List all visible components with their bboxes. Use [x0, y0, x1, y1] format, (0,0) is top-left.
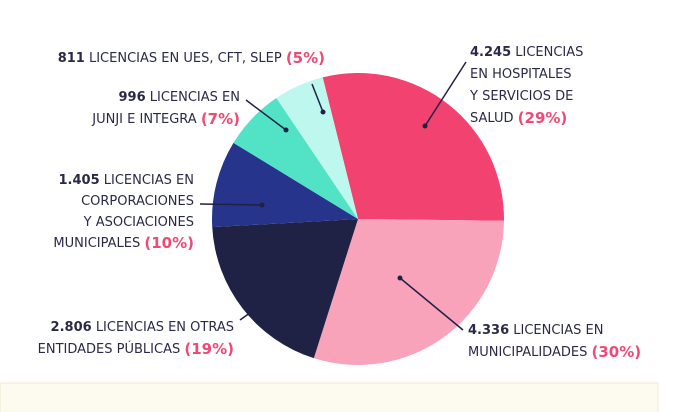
label-line: LICENCIAS EN: [513, 323, 603, 338]
label-line: LICENCIAS EN OTRAS: [96, 320, 234, 335]
slice-label: JUNJI E INTEGRA (7%): [91, 110, 240, 128]
percent-label: (30%): [591, 343, 641, 361]
slice-label: 811 LICENCIAS EN UES, CFT, SLEP (5%): [58, 49, 325, 67]
pie-slice: [212, 219, 358, 359]
leader-line: [199, 203, 263, 206]
leader-line: [245, 99, 287, 131]
slice-label: CORPORACIONES: [81, 194, 194, 209]
label-line: MUNICIPALES: [53, 236, 140, 251]
slice-label: ENTIDADES PÚBLICAS (19%): [38, 340, 234, 358]
count-label: 4.336: [468, 323, 509, 338]
leader-dot: [283, 127, 289, 133]
label-line: LICENCIAS EN UES, CFT, SLEP: [89, 51, 282, 66]
percent-label: (19%): [184, 340, 234, 358]
leader-dot: [259, 202, 265, 208]
leader-dot: [422, 123, 428, 129]
percent-label: (29%): [518, 109, 568, 127]
count-label: 2.806: [51, 320, 92, 335]
slice-label: MUNICIPALIDADES (30%): [468, 343, 641, 361]
slice-label: 1.405 LICENCIAS EN: [59, 173, 195, 188]
leader-dot: [279, 287, 285, 293]
slice-label: 4.245 LICENCIAS: [470, 45, 583, 60]
percent-label: (7%): [201, 110, 240, 128]
leader-line: [311, 83, 324, 113]
pie-slice: [313, 219, 504, 365]
count-label: 996: [118, 90, 145, 105]
percent-label: (10%): [144, 234, 194, 252]
count-label: 1.405: [59, 173, 100, 188]
label-line: SALUD: [470, 111, 514, 126]
label-line: LICENCIAS: [515, 45, 583, 60]
slice-label: 2.806 LICENCIAS EN OTRAS: [51, 320, 234, 335]
label-line: CORPORACIONES: [81, 194, 194, 209]
label-line: ENTIDADES PÚBLICAS: [38, 341, 181, 357]
pie-slice: [233, 97, 358, 219]
label-line: EN HOSPITALES: [470, 67, 572, 82]
label-line: LICENCIAS EN: [150, 90, 240, 105]
label-line: MUNICIPALIDADES: [468, 345, 587, 360]
slice-label: Y ASOCIACIONES: [83, 215, 194, 230]
slice-label: 4.336 LICENCIAS EN: [468, 323, 604, 338]
pie-slice: [276, 77, 358, 219]
leader-line: [424, 61, 467, 127]
label-line: LICENCIAS EN: [104, 173, 194, 188]
leader-dot: [397, 275, 403, 281]
pie-slice: [322, 73, 504, 221]
slice-label: MUNICIPALES (10%): [53, 234, 194, 252]
pie-slice: [212, 142, 358, 228]
count-label: 811: [58, 51, 85, 66]
slice-label: SALUD (29%): [470, 109, 567, 127]
label-line: Y SERVICIOS DE: [469, 89, 573, 104]
label-line: JUNJI E INTEGRA: [91, 112, 197, 127]
leader-dot: [320, 109, 326, 115]
leader-line: [239, 289, 283, 321]
slice-label: Y SERVICIOS DE: [469, 89, 573, 104]
label-line: Y ASOCIACIONES: [83, 215, 194, 230]
slice-label: EN HOSPITALES: [470, 67, 572, 82]
count-label: 4.245: [470, 45, 511, 60]
bottom-panel: [0, 382, 659, 412]
leader-line: [399, 277, 464, 331]
percent-label: (5%): [286, 49, 325, 67]
slice-label: 996 LICENCIAS EN: [118, 90, 240, 105]
